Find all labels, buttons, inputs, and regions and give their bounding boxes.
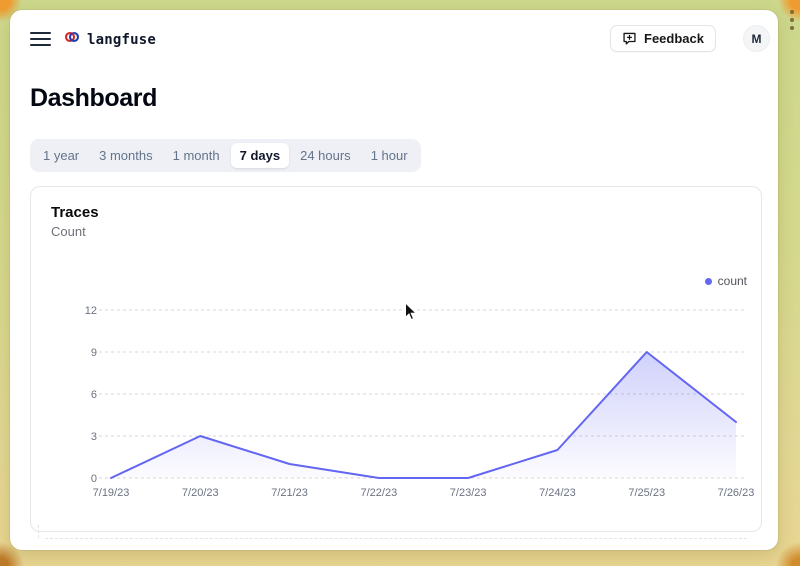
next-card-top-border <box>45 538 747 539</box>
svg-text:7/19/23: 7/19/23 <box>93 487 130 499</box>
svg-text:7/21/23: 7/21/23 <box>271 487 308 499</box>
svg-text:7/25/23: 7/25/23 <box>628 487 665 499</box>
svg-text:12: 12 <box>85 305 97 317</box>
svg-text:0: 0 <box>91 473 97 485</box>
svg-text:9: 9 <box>91 347 97 359</box>
langfuse-logo-icon <box>64 29 80 50</box>
avatar-initial: M <box>751 31 762 46</box>
next-card-axis-edge <box>38 525 39 538</box>
svg-text:7/26/23: 7/26/23 <box>718 487 755 499</box>
tab-1-hour[interactable]: 1 hour <box>362 143 417 168</box>
tab-1-month[interactable]: 1 month <box>164 143 229 168</box>
avatar[interactable]: M <box>743 25 770 52</box>
card-title: Traces <box>51 204 99 221</box>
app-window: langfuse Feedback M Dashboard 1 year 3 m… <box>10 10 778 550</box>
legend-dot-icon <box>704 277 712 285</box>
svg-text:7/20/23: 7/20/23 <box>182 487 219 499</box>
card-subtitle: Count <box>51 224 86 239</box>
brand[interactable]: langfuse <box>64 29 156 50</box>
traces-chart: count 0 3 6 9 12 7/19/23 7/20/23 7/21/23 7/22/23… <box>31 272 761 522</box>
legend-label: count <box>717 274 747 288</box>
traces-card: Traces Count count 0 3 6 9 12 7/19/23 7/20/23 7… <box>30 186 762 532</box>
menu-button[interactable] <box>30 32 51 46</box>
svg-text:7/23/23: 7/23/23 <box>450 487 487 499</box>
feedback-label: Feedback <box>644 31 704 46</box>
chart-legend: count <box>704 274 747 288</box>
message-plus-icon <box>622 31 637 46</box>
brand-name: langfuse <box>87 31 157 48</box>
tab-7-days[interactable]: 7 days <box>230 143 290 168</box>
page-title: Dashboard <box>30 84 157 112</box>
feedback-button[interactable]: Feedback <box>610 25 716 52</box>
area-chart-svg: 0 3 6 9 12 7/19/23 7/20/23 7/21/23 7/22/23 7/23/2… <box>85 305 755 499</box>
tab-24-hours[interactable]: 24 hours <box>291 143 360 168</box>
svg-text:6: 6 <box>91 389 97 401</box>
svg-text:3: 3 <box>91 431 97 443</box>
frame-dots-icon <box>790 10 794 30</box>
date-range-tabs: 1 year 3 months 1 month 7 days 24 hours … <box>30 139 421 172</box>
svg-text:7/22/23: 7/22/23 <box>361 487 398 499</box>
menu-icon <box>30 32 51 34</box>
tab-1-year[interactable]: 1 year <box>34 143 88 168</box>
svg-text:7/24/23: 7/24/23 <box>539 487 576 499</box>
tab-3-months[interactable]: 3 months <box>90 143 161 168</box>
